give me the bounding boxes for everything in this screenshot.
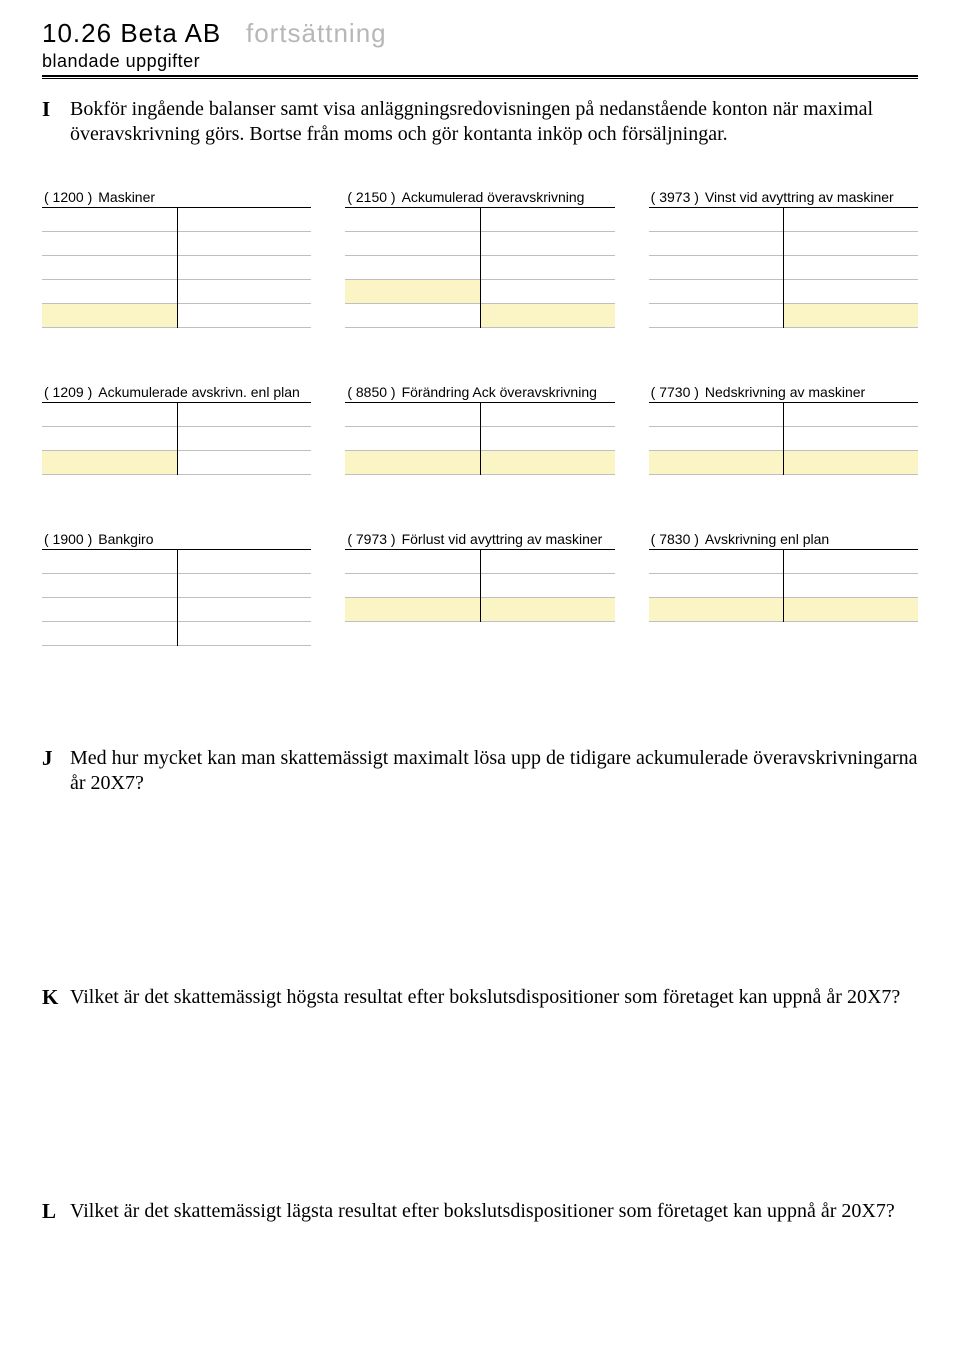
tacc-3973: ( 3973 ) Vinst vid avyttring av maskiner [649,189,918,328]
task-text: Vilket är det skattemässigt lägsta resul… [70,1199,895,1224]
tacc-name: Bankgiro [98,531,153,547]
task-k: K Vilket är det skattemässigt högsta res… [42,985,918,1010]
task-letter: K [42,985,60,1010]
task-l: L Vilket är det skattemässigt lägsta res… [42,1199,918,1224]
tacc-7973: ( 7973 ) Förlust vid avyttring av maskin… [345,531,614,646]
taccount-row-3: ( 1900 ) Bankgiro ( 7973 ) Förlust vid a… [42,531,918,646]
tacc-name: Nedskrivning av maskiner [705,384,865,400]
taccount-row-2: ( 1209 ) Ackumulerade avskrivn. enl plan… [42,384,918,475]
tacc-2150: ( 2150 ) Ackumulerad överavskrivning [345,189,614,328]
header-rule [42,75,918,79]
tacc-code: ( 8850 ) [347,384,395,400]
tacc-name: Förlust vid avyttring av maskiner [402,531,603,547]
task-text: Bokför ingående balanser samt visa anläg… [70,97,918,147]
tacc-code: ( 1200 ) [44,189,92,205]
page-header: 10.26 Beta AB fortsättning blandade uppg… [42,18,918,79]
tacc-name: Ackumulerade avskrivn. enl plan [98,384,300,400]
task-i: I Bokför ingående balanser samt visa anl… [42,97,918,147]
task-letter: L [42,1199,60,1224]
tacc-code: ( 7730 ) [651,384,699,400]
tacc-code: ( 2150 ) [347,189,395,205]
tacc-code: ( 1900 ) [44,531,92,547]
tacc-name: Avskrivning enl plan [705,531,829,547]
tacc-code: ( 3973 ) [651,189,699,205]
tacc-8850: ( 8850 ) Förändring Ack överavskrivning [345,384,614,475]
continuation-label: fortsättning [246,18,387,48]
tacc-code: ( 7830 ) [651,531,699,547]
tacc-7730: ( 7730 ) Nedskrivning av maskiner [649,384,918,475]
tacc-name: Maskiner [98,189,155,205]
tacc-1209: ( 1209 ) Ackumulerade avskrivn. enl plan [42,384,311,475]
task-letter: I [42,97,60,122]
tacc-name: Vinst vid avyttring av maskiner [705,189,894,205]
section-number: 10.26 [42,18,112,48]
company-name: Beta AB [120,18,221,48]
task-letter: J [42,746,60,771]
task-text: Vilket är det skattemässigt högsta resul… [70,985,900,1010]
tacc-code: ( 1209 ) [44,384,92,400]
taccount-row-1: ( 1200 ) Maskiner ( 2150 ) Ackumulerad ö… [42,189,918,328]
subtitle: blandade uppgifter [42,51,918,72]
tacc-1900: ( 1900 ) Bankgiro [42,531,311,646]
tacc-1200: ( 1200 ) Maskiner [42,189,311,328]
tacc-name: Förändring Ack överavskrivning [402,384,597,400]
tacc-name: Ackumulerad överavskrivning [402,189,585,205]
tacc-code: ( 7973 ) [347,531,395,547]
task-j: J Med hur mycket kan man skattemässigt m… [42,746,918,796]
task-text: Med hur mycket kan man skattemässigt max… [70,746,918,796]
tacc-7830: ( 7830 ) Avskrivning enl plan [649,531,918,646]
